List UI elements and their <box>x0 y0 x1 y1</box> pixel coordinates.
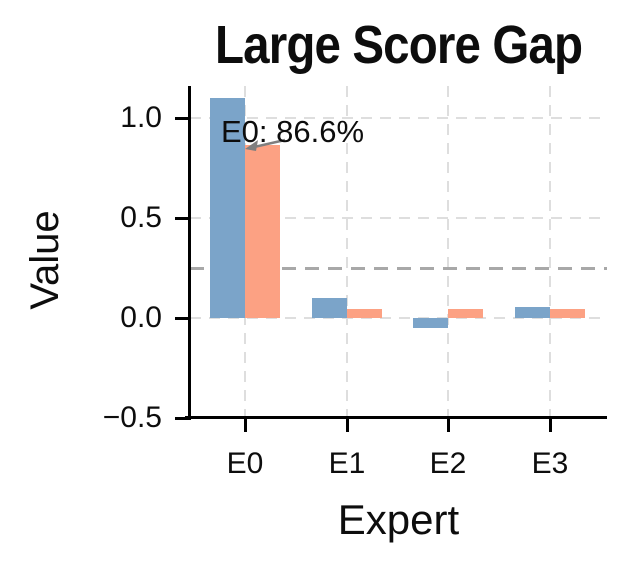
y-tick-label-−0.5: −0.5 <box>102 401 162 434</box>
y-tick-label-0.0: 0.0 <box>120 301 162 334</box>
y-axis-label: Value <box>23 210 67 310</box>
bar-E0-orange <box>245 145 280 318</box>
x-axis-label: Expert <box>337 496 460 543</box>
x-tick-label-E2: E2 <box>429 447 467 480</box>
x-tick-label-E1: E1 <box>328 447 366 480</box>
y-tickmark-0.5 <box>175 217 188 220</box>
x-tick-label-E3: E3 <box>531 447 569 480</box>
x-tickmark-E1 <box>346 419 349 432</box>
x-tick-label-E0: E0 <box>226 447 264 480</box>
bar-E2-orange <box>448 309 483 318</box>
x-tickmark-E2 <box>447 419 450 432</box>
chart-title: Large Score Gap <box>215 15 583 75</box>
gridline-vertical-E2 <box>447 86 449 417</box>
x-axis-spine <box>185 416 607 419</box>
x-tickmark-E3 <box>549 419 552 432</box>
y-tick-label-0.5: 0.5 <box>120 201 162 234</box>
y-axis-spine <box>188 86 191 420</box>
reference-line <box>190 267 607 270</box>
y-tickmark-1.0 <box>175 117 188 120</box>
bar-E1-orange <box>347 309 382 318</box>
gridline-horizontal-0.0 <box>190 317 607 319</box>
gridline-vertical-E3 <box>549 86 551 417</box>
gridline-horizontal-0.5 <box>190 217 607 219</box>
bar-E3-orange <box>550 309 585 318</box>
x-tickmark-E0 <box>244 419 247 432</box>
bar-E2-blue <box>413 318 448 328</box>
annotation-label: E0: 86.6% <box>221 114 365 149</box>
bar-E1-blue <box>312 298 347 318</box>
y-tick-label-1.0: 1.0 <box>120 101 162 134</box>
bar-E3-blue <box>515 307 550 318</box>
y-tickmark-0.0 <box>175 317 188 320</box>
y-tickmark-−0.5 <box>175 417 188 420</box>
gridline-horizontal-1.0 <box>190 117 607 119</box>
gridline-vertical-E1 <box>346 86 348 417</box>
annotation-arrow-icon <box>245 138 286 151</box>
bar-E0-blue <box>210 98 245 318</box>
